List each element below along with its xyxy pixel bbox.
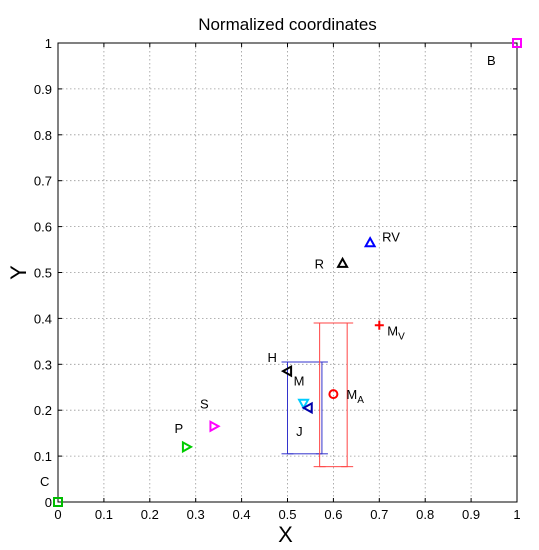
y-tick-label: 0.6 [34,220,52,235]
x-tick-label: 0.3 [187,507,205,522]
y-tick-label: 0.8 [34,128,52,143]
point-label-s: S [200,396,209,411]
x-axis-label: X [278,522,293,547]
y-tick-label: 0 [45,495,52,510]
x-tick-label: 0 [54,507,61,522]
grid [58,43,517,502]
point-label-p: P [175,421,184,436]
marker-j [301,401,313,415]
point-label-j: J [296,424,303,439]
marker-c [53,497,63,507]
marker-h [280,364,293,378]
point-label-rv: RV [382,230,400,245]
y-tick-label: 0.4 [34,311,52,326]
error-box [287,361,323,455]
point-label-c: C [40,474,49,489]
marker-p [181,440,194,454]
x-tick-label: 0.8 [416,507,434,522]
x-tick-label: 0.6 [324,507,342,522]
x-tick-label: 0.9 [462,507,480,522]
point-label-b: B [487,53,496,68]
error-boxes [281,322,354,468]
point-label-r: R [315,256,324,271]
error-box [319,322,348,468]
y-tick-label: 0.2 [34,403,52,418]
marker-s [209,420,221,433]
x-tick-label: 0.7 [370,507,388,522]
x-tick-label: 0.1 [95,507,113,522]
point-label-ma: MA [346,387,364,406]
y-axis-label: Y [6,265,31,280]
point-labels: B C RV R MV MA H M J S P [40,53,496,489]
marker-r [336,256,349,268]
x-tick-label: 0.5 [278,507,296,522]
point-label-m: M [294,373,305,388]
x-tick-label: 1 [513,507,520,522]
y-tick-label: 0.3 [34,357,52,372]
y-tick-label: 1 [45,36,52,51]
marker-m [297,398,310,410]
y-tick-label: 0.1 [34,449,52,464]
chart-title: Normalized coordinates [198,15,377,34]
marker-mv [374,320,384,330]
y-tick-label: 0.9 [34,82,52,97]
ticks: 0 0.1 0.2 0.3 0.4 0.5 0.6 0.7 0.8 0.9 1 0 0.1 0.2 0.3 0… [34,36,521,522]
marker-ma [328,389,339,400]
point-label-h: H [268,350,277,365]
marker-b [512,38,522,48]
x-tick-label: 0.4 [233,507,251,522]
data-points [53,38,522,507]
y-tick-label: 0.5 [34,266,52,281]
point-label-mv: MV [387,323,405,342]
y-tick-label: 0.7 [34,174,52,189]
x-tick-label: 0.2 [141,507,159,522]
marker-rv [363,236,377,248]
